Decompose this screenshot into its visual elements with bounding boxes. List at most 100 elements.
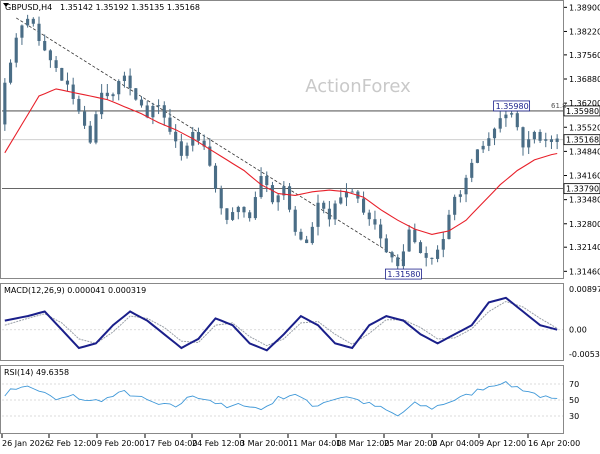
symbol-label: GBPUSD,H4 bbox=[5, 3, 52, 12]
candle-body bbox=[538, 131, 542, 141]
annotation-label: 1.35980 bbox=[496, 102, 529, 111]
fib-label: 61.8 bbox=[551, 102, 567, 110]
candle-body bbox=[65, 80, 70, 85]
candle-body bbox=[504, 114, 508, 119]
candle-body bbox=[174, 131, 178, 142]
candle-body bbox=[105, 92, 109, 97]
level-price-box bbox=[563, 134, 600, 146]
level-price-label: 1.33790 bbox=[566, 185, 599, 194]
ohlc-label: 1.35142 1.35192 1.35135 1.35168 bbox=[60, 3, 200, 12]
candle-body bbox=[453, 196, 457, 215]
x-tick-label: 24 Feb 12:00 bbox=[192, 439, 244, 448]
moving-average-line bbox=[4, 88, 558, 235]
candle-body bbox=[555, 138, 559, 142]
candle-body bbox=[515, 113, 519, 128]
candle-body bbox=[390, 252, 394, 258]
candle-body bbox=[379, 224, 383, 239]
candle-body bbox=[31, 18, 35, 24]
level-price-box bbox=[563, 105, 600, 117]
candle-body bbox=[253, 197, 257, 219]
candle-body bbox=[287, 186, 292, 210]
candle-body bbox=[532, 131, 536, 140]
candle-body bbox=[430, 257, 434, 259]
candle-body bbox=[145, 105, 149, 118]
x-tick-label: 3 Mar 20:00 bbox=[240, 439, 288, 448]
candle-body bbox=[248, 212, 252, 219]
annotation-box bbox=[493, 100, 531, 112]
watermark: ActionForex bbox=[305, 76, 411, 97]
price-y-axis: 1.38900 1.38220 1.37560 1.36880 1.36200 1.355… bbox=[564, 3, 600, 276]
candle-body bbox=[458, 194, 462, 197]
candle-body bbox=[48, 50, 52, 61]
x-tick-label: 17 Feb 04:00 bbox=[145, 439, 197, 448]
x-tick-label: 9 Apr 12:00 bbox=[479, 439, 526, 448]
candle-body bbox=[94, 114, 98, 143]
annotation-box bbox=[385, 268, 422, 280]
candle-body bbox=[441, 239, 445, 250]
candle-body bbox=[117, 80, 121, 95]
price-tick-label: 1.34160 bbox=[569, 172, 600, 181]
dashed-trendline bbox=[16, 17, 404, 262]
candle-body bbox=[322, 202, 326, 209]
candle-body bbox=[88, 125, 92, 143]
candle-body bbox=[282, 186, 286, 196]
candle-body bbox=[464, 177, 468, 195]
x-tick-label: 9 Feb 20:00 bbox=[97, 439, 144, 448]
candle-body bbox=[14, 37, 18, 63]
price-tick-label: 1.38220 bbox=[569, 27, 600, 36]
candle-body bbox=[54, 60, 58, 68]
candle-body bbox=[100, 92, 104, 115]
candle-body bbox=[498, 118, 502, 129]
candle-body bbox=[265, 176, 269, 186]
level-lines: 1.35980 1.33790 1.35168 61.8 bbox=[2, 102, 600, 195]
candle-body bbox=[231, 212, 235, 220]
candles bbox=[3, 14, 559, 271]
rsi-panel-frame bbox=[0, 365, 564, 434]
candle-body bbox=[401, 251, 405, 267]
x-tick-label: 18 Mar 12:00 bbox=[336, 439, 389, 448]
rsi-tick-label: 30 bbox=[569, 412, 579, 421]
rsi-y-axis: 70 50 30 bbox=[569, 380, 579, 421]
price-tick-label: 1.33480 bbox=[569, 196, 600, 205]
candle-body bbox=[305, 239, 309, 244]
candle-body bbox=[316, 202, 320, 227]
annotations: 1.31580 1.35980 bbox=[385, 100, 531, 280]
candle-body bbox=[475, 149, 480, 163]
x-tick-label: 11 Mar 04:00 bbox=[288, 439, 341, 448]
price-tick-label: 1.37560 bbox=[569, 51, 600, 60]
x-tick-label: 16 Apr 20:00 bbox=[528, 439, 580, 448]
x-tick-label: 26 Jan 2026 bbox=[2, 439, 50, 448]
candle-body bbox=[413, 229, 417, 243]
candle-body bbox=[242, 206, 246, 213]
macd-y-axis: 0.008972 0.00 -0.005356 bbox=[569, 285, 600, 359]
price-tick-label: 1.32140 bbox=[569, 243, 600, 252]
price-panel-frame bbox=[0, 0, 564, 279]
candle-body bbox=[8, 62, 13, 83]
x-tick-label: 2 Apr 04:00 bbox=[432, 439, 479, 448]
candle-body bbox=[350, 191, 354, 193]
candle-body bbox=[20, 25, 24, 38]
candle-body bbox=[236, 206, 240, 213]
menu-arrow-icon[interactable] bbox=[3, 3, 9, 7]
macd-lines bbox=[4, 296, 558, 352]
macd-main-line bbox=[4, 296, 558, 352]
rsi-tick-label: 50 bbox=[569, 396, 579, 405]
candle-body bbox=[77, 98, 81, 112]
macd-tick-label: 0.008972 bbox=[569, 285, 600, 294]
candle-body bbox=[407, 229, 411, 252]
candle-body bbox=[259, 176, 263, 198]
trendline bbox=[16, 17, 404, 262]
candle-body bbox=[470, 162, 474, 178]
candle-body bbox=[60, 67, 64, 81]
candle-body bbox=[521, 127, 525, 148]
candle-body bbox=[196, 131, 201, 141]
x-axis: 26 Jan 2026 2 Feb 12:00 9 Feb 20:00 17 Feb … bbox=[1, 434, 580, 448]
candle-body bbox=[43, 41, 47, 51]
price-tick-label: 1.35520 bbox=[569, 123, 600, 132]
candle-body bbox=[162, 105, 166, 118]
candle-body bbox=[367, 212, 371, 220]
candle-body bbox=[384, 238, 388, 253]
x-tick-label: 25 Mar 20:00 bbox=[384, 439, 437, 448]
candle-body bbox=[481, 145, 485, 150]
